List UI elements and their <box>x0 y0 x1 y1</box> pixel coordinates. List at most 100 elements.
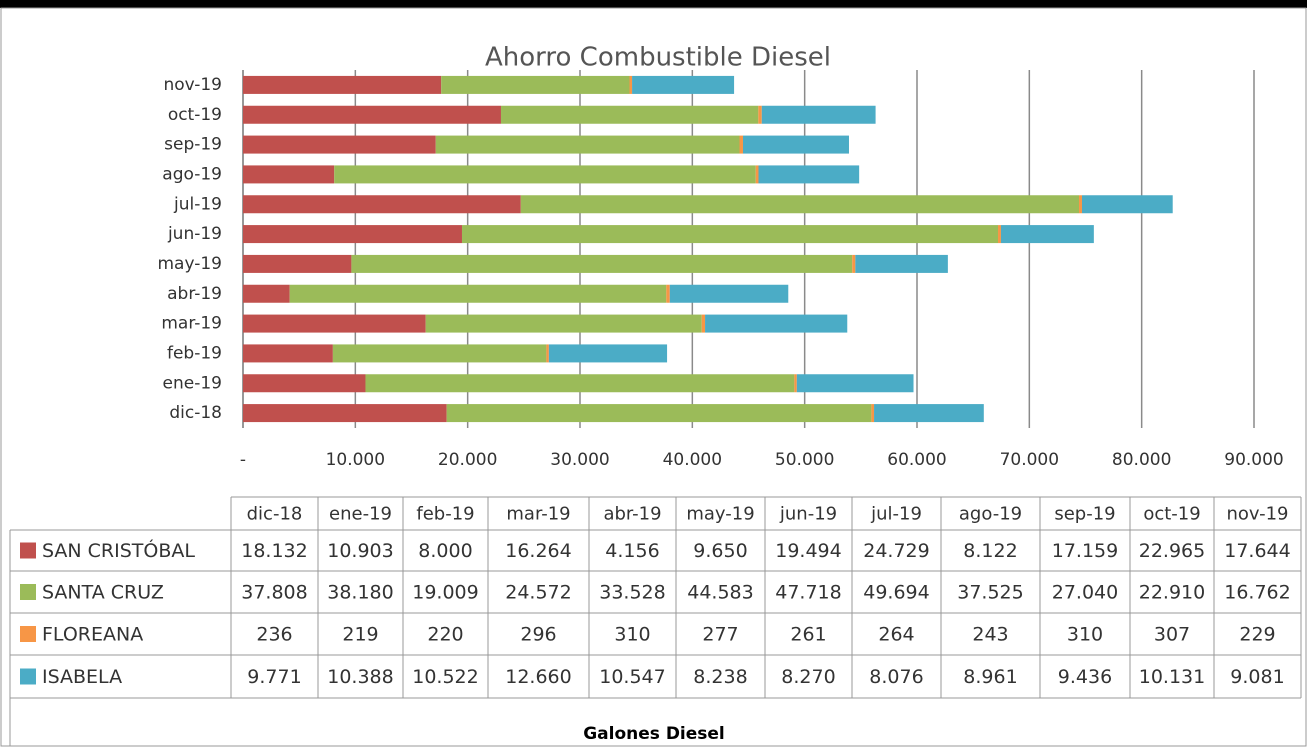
y-tick-label: ene-19 <box>163 373 222 393</box>
bar-segment <box>666 284 670 303</box>
y-tick-label: mar-19 <box>161 314 222 334</box>
table-value: 264 <box>878 624 914 646</box>
bar-segment <box>243 314 426 333</box>
x-tick-label: 80.000 <box>1112 450 1171 470</box>
bar-segment <box>500 105 759 124</box>
legend-key <box>20 668 36 685</box>
axis-title: Galones Diesel <box>583 724 725 744</box>
y-tick-label: may-19 <box>157 254 222 274</box>
table-value: 8.076 <box>869 666 923 688</box>
bar-segment <box>701 314 706 333</box>
x-tick-label: 20.000 <box>438 450 497 470</box>
table-value: 229 <box>1239 624 1275 646</box>
table-value: 10.388 <box>327 666 393 688</box>
y-tick-label: feb-19 <box>167 343 222 363</box>
bar-segment <box>243 344 333 363</box>
bar-segment <box>334 165 756 184</box>
table-value: 236 <box>256 624 292 646</box>
table-value: 49.694 <box>863 582 929 604</box>
legend-label: SANTA CRUZ <box>42 582 164 604</box>
y-tick-label: sep-19 <box>164 135 222 155</box>
x-tick-label: 60.000 <box>887 450 946 470</box>
bar-segment <box>243 254 352 273</box>
bar-segment <box>796 374 914 393</box>
bar-segment <box>243 165 335 184</box>
table-value: 19.009 <box>412 582 478 604</box>
table-value: 17.644 <box>1224 540 1290 562</box>
table-value: 10.522 <box>412 666 478 688</box>
table-value: 8.122 <box>963 540 1017 562</box>
table-value: 307 <box>1154 624 1190 646</box>
bar-segment <box>243 404 447 423</box>
y-tick-label: ago-19 <box>162 164 222 184</box>
y-tick-label: oct-19 <box>168 105 222 125</box>
bar-segment <box>441 75 630 94</box>
bar-segment <box>794 374 797 393</box>
table-value: 24.572 <box>505 582 571 604</box>
legend-key <box>20 626 36 642</box>
x-tick-label: - <box>240 450 246 470</box>
table-value: 38.180 <box>327 582 393 604</box>
table-header: jun-19 <box>779 504 837 525</box>
bar-segment <box>461 225 999 244</box>
bar-segment <box>243 195 521 214</box>
bar-segment <box>855 254 948 273</box>
legend-label: FLOREANA <box>42 624 143 646</box>
table-header: mar-19 <box>506 504 570 525</box>
table-value: 22.965 <box>1139 540 1205 562</box>
x-tick-label: 30.000 <box>550 450 609 470</box>
y-tick-label: jul-19 <box>173 194 222 214</box>
bar-segment <box>435 135 740 154</box>
table-value: 9.650 <box>693 540 747 562</box>
table-value: 9.771 <box>247 666 301 688</box>
table-value: 243 <box>972 624 1008 646</box>
table-value: 310 <box>614 624 650 646</box>
table-value: 12.660 <box>505 666 571 688</box>
bar-segment <box>761 105 876 124</box>
legend-label: ISABELA <box>42 666 122 688</box>
table-header: ago-19 <box>959 504 1022 525</box>
table-value: 44.583 <box>687 582 753 604</box>
table-value: 27.040 <box>1052 582 1118 604</box>
legend-key <box>20 584 36 600</box>
table-header: abr-19 <box>603 504 661 525</box>
table-value: 16.264 <box>505 540 571 562</box>
y-tick-label: nov-19 <box>163 75 222 95</box>
table-value: 37.808 <box>241 582 307 604</box>
bar-segment <box>1081 195 1173 214</box>
table-header: sep-19 <box>1054 504 1115 525</box>
bar-segment <box>632 75 735 94</box>
bar-segment <box>243 75 442 94</box>
table-value: 37.525 <box>957 582 1023 604</box>
top-bar <box>0 0 1307 8</box>
table-value: 4.156 <box>605 540 659 562</box>
table-value: 310 <box>1067 624 1103 646</box>
table-value: 24.729 <box>863 540 929 562</box>
y-tick-label: abr-19 <box>167 284 222 304</box>
x-tick-label: 50.000 <box>775 450 834 470</box>
bar-segment <box>332 344 547 363</box>
x-tick-label: 10.000 <box>326 450 385 470</box>
table-header: feb-19 <box>416 504 474 525</box>
bar-segment <box>705 314 848 333</box>
table-header: jul-19 <box>870 504 922 525</box>
x-tick-label: 70.000 <box>1000 450 1059 470</box>
table-value: 9.436 <box>1058 666 1112 688</box>
bar-segment <box>755 165 759 184</box>
bar-segment <box>243 225 462 244</box>
bar-segment <box>243 284 290 303</box>
bar-segment <box>243 105 501 124</box>
bar-segment <box>669 284 789 303</box>
chart-title: Ahorro Combustible Diesel <box>485 43 831 73</box>
table-value: 9.081 <box>1230 666 1284 688</box>
bar-segment <box>446 404 872 423</box>
bar-segment <box>758 165 860 184</box>
bar-segment <box>243 135 436 154</box>
table-value: 33.528 <box>599 582 665 604</box>
bar-segment <box>546 344 549 363</box>
bar-segment <box>871 404 875 423</box>
table-value: 10.547 <box>599 666 665 688</box>
table-value: 10.131 <box>1139 666 1205 688</box>
bar-segment <box>520 195 1080 214</box>
